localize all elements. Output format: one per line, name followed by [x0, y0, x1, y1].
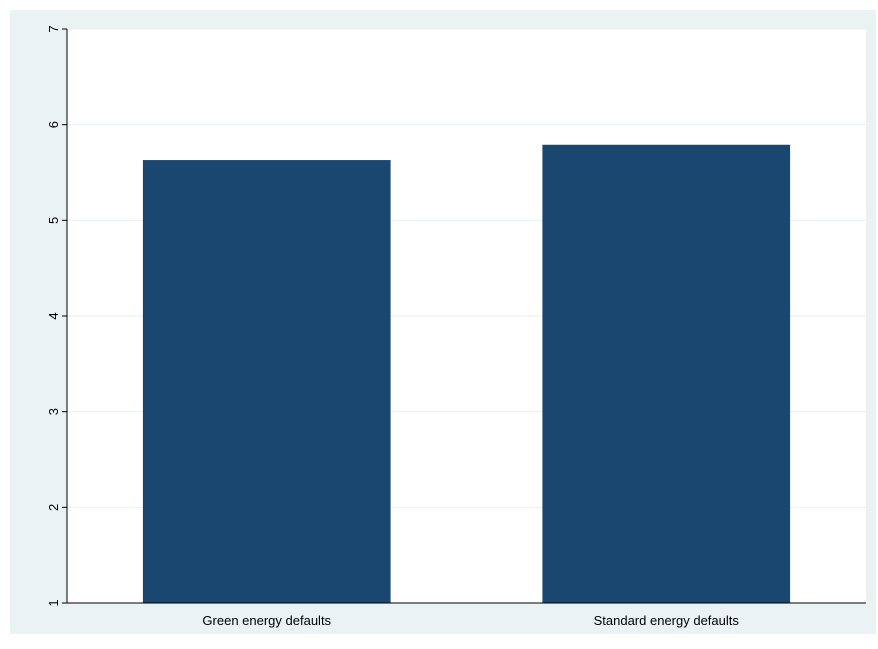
bar	[542, 144, 791, 604]
y-tick-label: 7	[46, 25, 61, 32]
y-axis-ticks: 1 2 3 4 5 6 7	[46, 25, 67, 607]
x-category-label: Standard energy defaults	[594, 613, 740, 628]
x-axis-labels: Green energy defaults Standard energy def…	[202, 613, 739, 628]
y-tick-label: 5	[46, 217, 61, 224]
y-tick-label: 2	[46, 504, 61, 511]
y-tick-label: 6	[46, 121, 61, 128]
y-tick-label: 4	[46, 312, 61, 319]
x-category-label: Green energy defaults	[202, 613, 331, 628]
bar	[142, 160, 391, 603]
bars	[142, 144, 791, 604]
y-tick-label: 3	[46, 408, 61, 415]
y-tick-label: 1	[46, 599, 61, 606]
